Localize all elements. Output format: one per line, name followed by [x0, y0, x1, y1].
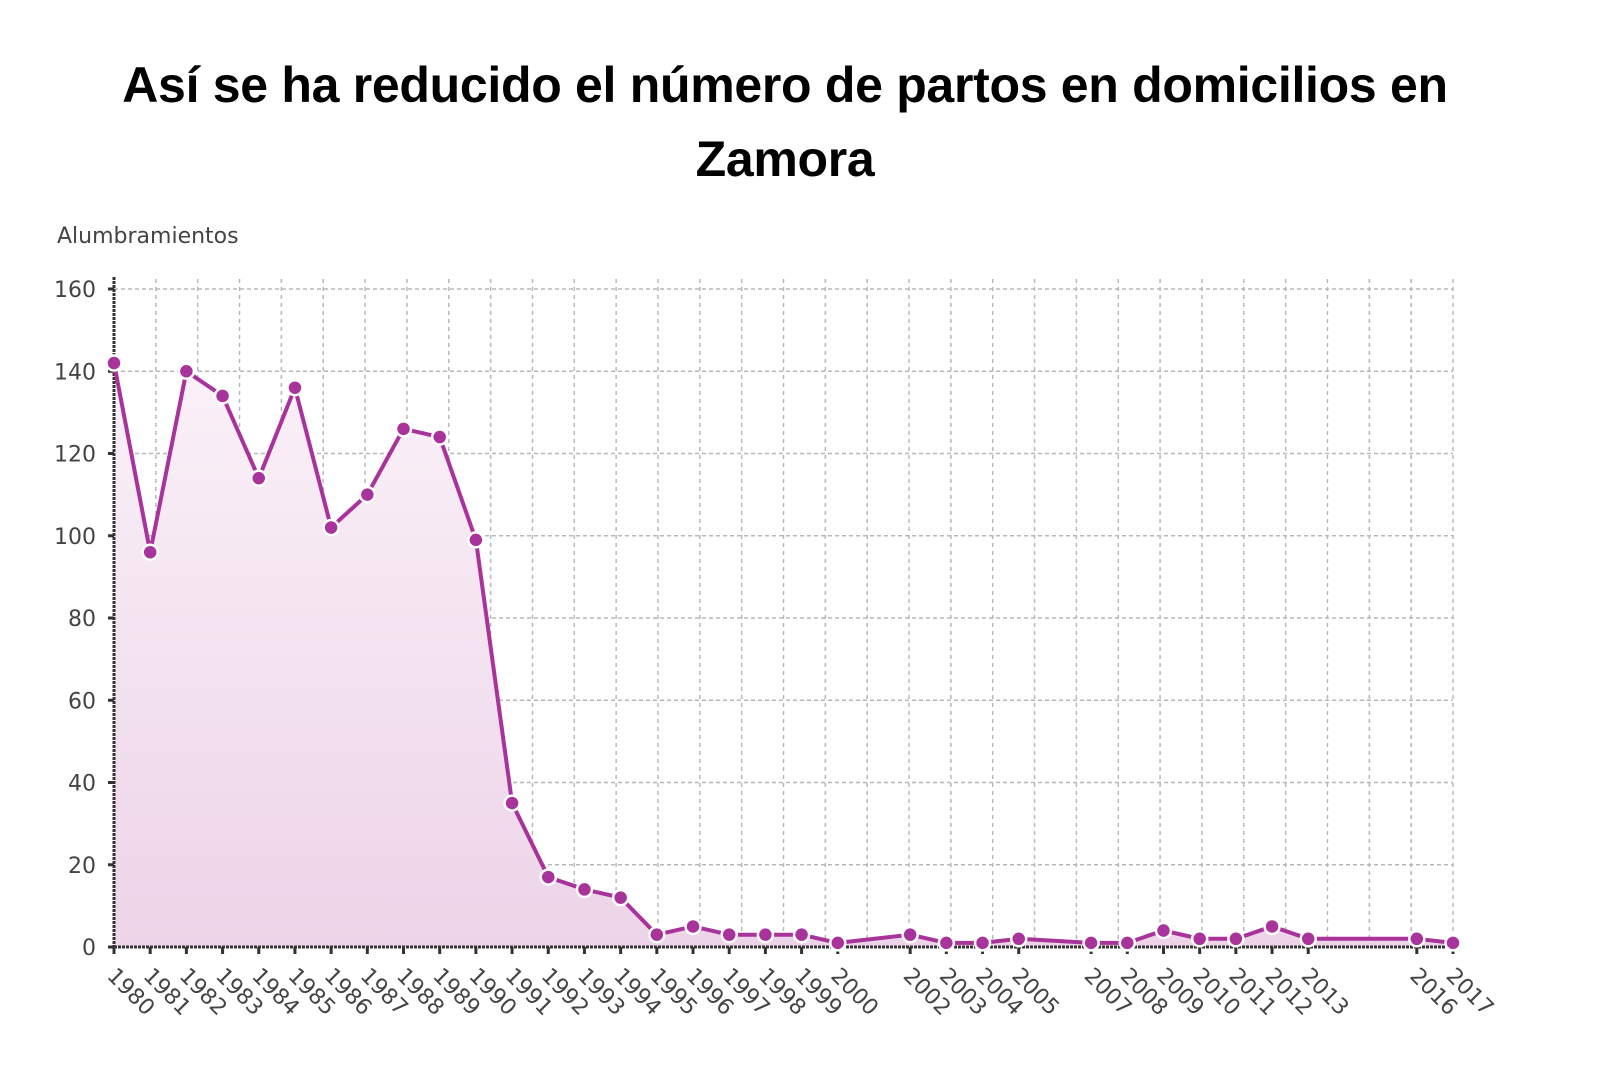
data-point[interactable]	[1118, 934, 1137, 952]
data-point[interactable]	[684, 917, 702, 936]
data-point[interactable]	[1190, 930, 1209, 948]
y-tick-label: 60	[68, 689, 96, 714]
data-point[interactable]	[720, 925, 738, 944]
data-point[interactable]	[1408, 930, 1426, 948]
data-point[interactable]	[503, 794, 521, 812]
data-point[interactable]	[1444, 934, 1462, 952]
data-point[interactable]	[973, 934, 992, 952]
data-point[interactable]	[1263, 917, 1281, 936]
gridlines	[114, 279, 1454, 947]
data-point[interactable]	[250, 469, 268, 487]
data-point[interactable]	[105, 354, 123, 372]
area-fill	[114, 363, 1453, 947]
data-point[interactable]	[358, 485, 377, 504]
y-axis-label: Alumbramientos	[57, 224, 239, 249]
y-tick-label: 40	[68, 772, 96, 797]
data-point[interactable]	[756, 925, 775, 944]
data-point[interactable]	[430, 428, 449, 446]
data-markers	[105, 354, 1462, 952]
data-point[interactable]	[286, 378, 304, 397]
data-point[interactable]	[1009, 930, 1028, 948]
data-point[interactable]	[1154, 921, 1173, 940]
data-point[interactable]	[901, 925, 919, 944]
y-tick-label: 80	[68, 607, 96, 632]
data-point[interactable]	[539, 868, 558, 886]
data-point[interactable]	[937, 934, 956, 952]
data-point[interactable]	[648, 925, 666, 944]
data-point[interactable]	[829, 934, 847, 952]
y-tick-label: 100	[54, 525, 96, 550]
y-axis: 0 20 40 60 80 100 120 140 160	[54, 277, 116, 961]
data-point[interactable]	[1299, 930, 1317, 948]
data-line	[112, 362, 1454, 945]
data-point[interactable]	[575, 880, 594, 899]
data-point[interactable]	[322, 518, 340, 537]
data-point[interactable]	[1227, 930, 1245, 948]
y-tick-label: 20	[68, 854, 96, 879]
data-point[interactable]	[394, 420, 413, 438]
chart-title: Así se ha reducido el número de partos e…	[122, 57, 1448, 187]
data-point[interactable]	[177, 362, 196, 380]
y-tick-label: 140	[54, 360, 96, 385]
y-tick-label: 120	[54, 443, 96, 468]
data-point[interactable]	[611, 888, 630, 907]
data-point[interactable]	[141, 543, 159, 561]
data-point[interactable]	[1082, 934, 1100, 952]
y-tick-label: 160	[54, 278, 96, 303]
data-point[interactable]	[467, 531, 485, 549]
x-axis: 1980198119821983198419851986198719881989…	[102, 945, 1498, 1021]
data-point[interactable]	[213, 387, 232, 405]
data-point[interactable]	[792, 925, 811, 944]
y-tick-label: 0	[82, 936, 96, 961]
